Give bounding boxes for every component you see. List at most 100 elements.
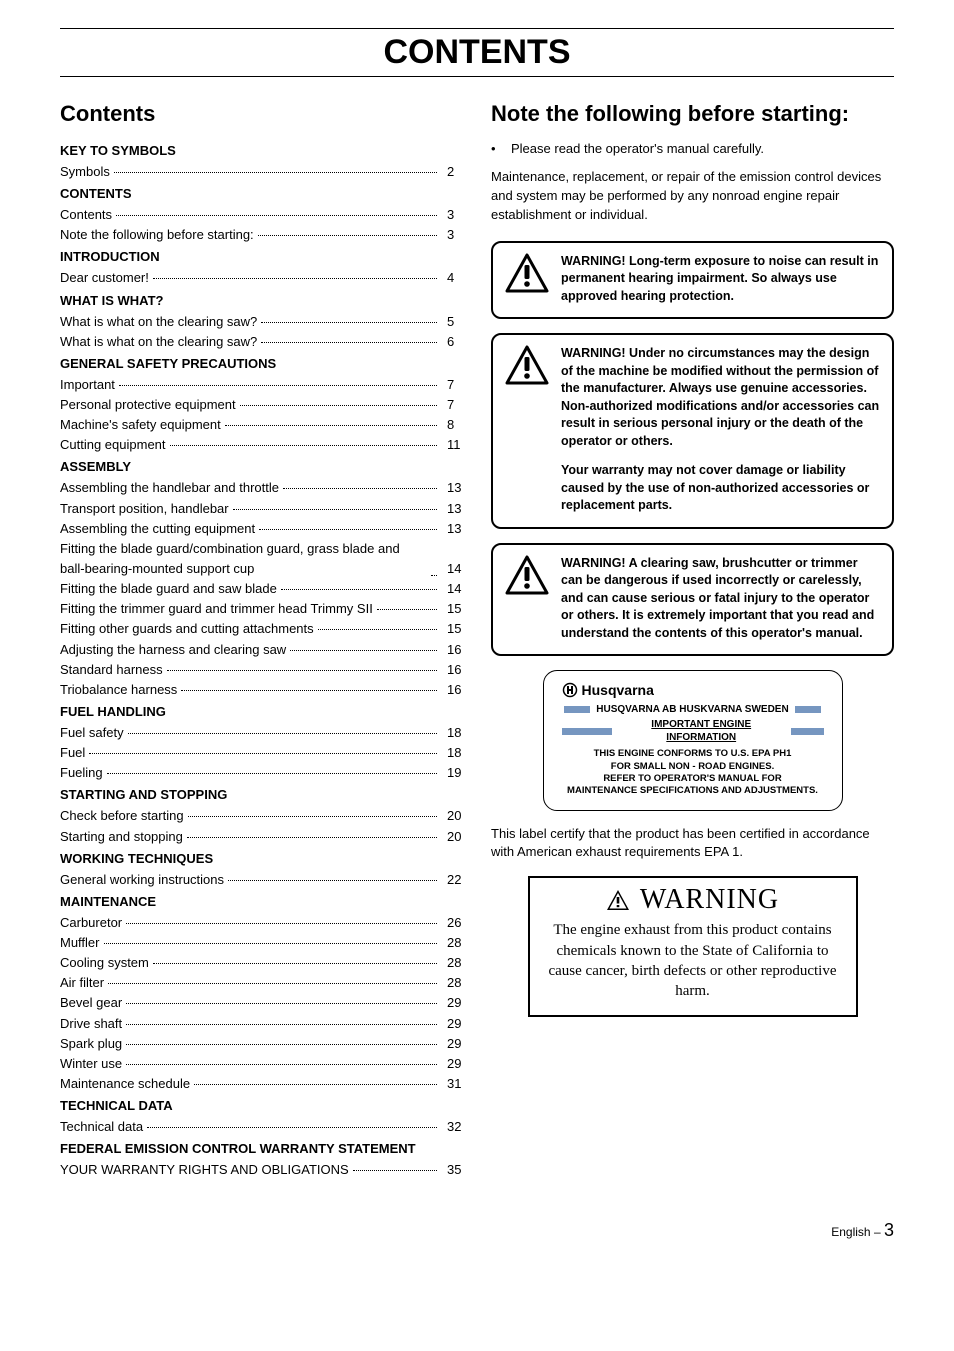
toc-row: Air filter28: [60, 973, 463, 993]
toc-label: Standard harness: [60, 660, 163, 680]
label-body-line: MAINTENANCE SPECIFICATIONS AND ADJUSTMEN…: [562, 785, 824, 797]
toc-section-header: GENERAL SAFETY PRECAUTIONS: [60, 356, 463, 371]
toc-page-number: 28: [441, 933, 463, 953]
toc-page-number: 20: [441, 806, 463, 826]
warning-text-wrap: WARNING! Under no circumstances may the …: [561, 345, 880, 515]
warning-text-wrap: WARNING! Long-term exposure to noise can…: [561, 253, 880, 306]
toc-leader: [240, 405, 437, 406]
toc-section-header: KEY TO SYMBOLS: [60, 143, 463, 158]
toc-row: Cooling system 28: [60, 953, 463, 973]
toc-label: YOUR WARRANTY RIGHTS AND OBLIGATIONS: [60, 1160, 349, 1180]
toc-page-number: 28: [441, 953, 463, 973]
toc-page-number: 7: [441, 395, 463, 415]
warning-text-secondary: Your warranty may not cover damage or li…: [561, 462, 880, 515]
warning-triangle-icon: [505, 253, 549, 293]
toc-page-number: 16: [441, 680, 463, 700]
toc-label: Contents: [60, 205, 112, 225]
warning-text: WARNING! A clearing saw, brushcutter or …: [561, 555, 880, 643]
toc-row: Machine's safety equipment8: [60, 415, 463, 435]
toc-row: Fuel safety18: [60, 723, 463, 743]
toc-section-header: MAINTENANCE: [60, 894, 463, 909]
toc-section-header: FEDERAL EMISSION CONTROL WARRANTY STATEM…: [60, 1141, 463, 1156]
footer-sep: –: [874, 1225, 881, 1239]
toc-label: Important: [60, 375, 115, 395]
california-warning-title-row: WARNING: [546, 884, 840, 916]
toc-page-number: 16: [441, 660, 463, 680]
warnings-container: WARNING! Long-term exposure to noise can…: [491, 241, 894, 657]
toc-row: Fuel18: [60, 743, 463, 763]
toc-page-number: 13: [441, 499, 463, 519]
toc-leader: [187, 837, 437, 838]
bullet-row: • Please read the operator's manual care…: [491, 141, 894, 156]
warning-icon-wrap: [505, 555, 549, 643]
toc-row: Adjusting the harness and clearing saw16: [60, 640, 463, 660]
toc-leader: [128, 733, 437, 734]
toc-page-number: 4: [441, 268, 463, 288]
toc-row: Bevel gear29: [60, 993, 463, 1013]
label-body-line: REFER TO OPERATOR'S MANUAL FOR: [562, 773, 824, 785]
toc-page-number: 6: [441, 332, 463, 352]
toc-label: Winter use: [60, 1054, 122, 1074]
toc-row: Contents 3: [60, 205, 463, 225]
husqvarna-logo-icon: [562, 682, 578, 698]
toc-label: Drive shaft: [60, 1014, 122, 1034]
toc-row: Important7: [60, 375, 463, 395]
toc-section-header: FUEL HANDLING: [60, 704, 463, 719]
toc-page-number: 15: [441, 599, 463, 619]
toc-section-header: STARTING AND STOPPING: [60, 787, 463, 802]
columns: Contents KEY TO SYMBOLSSymbols2CONTENTSC…: [60, 101, 894, 1180]
label-line2-row: IMPORTANT ENGINE INFORMATION: [562, 718, 824, 744]
label-line2: IMPORTANT ENGINE INFORMATION: [618, 718, 785, 744]
label-brand-row: Husqvarna: [562, 681, 824, 699]
toc-leader: [126, 1064, 437, 1065]
toc-section-header: INTRODUCTION: [60, 249, 463, 264]
toc-section-header: ASSEMBLY: [60, 459, 463, 474]
toc-row: Technical data32: [60, 1117, 463, 1137]
toc-page-number: 8: [441, 415, 463, 435]
toc-label: Fuel safety: [60, 723, 124, 743]
toc-page-number: 31: [441, 1074, 463, 1094]
toc-row: Drive shaft29: [60, 1014, 463, 1034]
toc-leader: [167, 670, 437, 671]
toc-page-number: 35: [441, 1160, 463, 1180]
toc-leader: [126, 1024, 437, 1025]
toc-row: Fitting the trimmer guard and trimmer he…: [60, 599, 463, 619]
toc-leader: [104, 943, 438, 944]
toc-label: Assembling the handlebar and throttle: [60, 478, 279, 498]
toc-label: What is what on the clearing saw?: [60, 312, 257, 332]
toc-page-number: 14: [441, 579, 463, 599]
toc-label: Cooling system: [60, 953, 149, 973]
toc-leader: [377, 609, 437, 610]
toc-label: Fitting the trimmer guard and trimmer he…: [60, 599, 373, 619]
toc-section-header: WHAT IS WHAT?: [60, 293, 463, 308]
toc-label: Assembling the cutting equipment: [60, 519, 255, 539]
toc-leader: [281, 589, 437, 590]
toc-leader: [290, 650, 437, 651]
toc-row: Personal protective equipment7: [60, 395, 463, 415]
warning-box: WARNING! Under no circumstances may the …: [491, 333, 894, 529]
rule-top: [60, 28, 894, 29]
toc-row: Symbols2: [60, 162, 463, 182]
label-line1: HUSQVARNA AB HUSKVARNA SWEDEN: [596, 703, 788, 716]
toc-row: What is what on the clearing saw? 5: [60, 312, 463, 332]
toc-row: Fitting other guards and cutting attachm…: [60, 619, 463, 639]
bullet-icon: •: [491, 141, 501, 156]
california-warning-title: WARNING: [640, 884, 779, 916]
toc-page-number: 5: [441, 312, 463, 332]
toc-label: Transport position, handlebar: [60, 499, 229, 519]
toc-leader: [126, 1044, 437, 1045]
toc-row: Fueling19: [60, 763, 463, 783]
warning-icon-wrap: [505, 345, 549, 515]
toc-label: Check before starting: [60, 806, 184, 826]
footer-page-number: 3: [884, 1220, 894, 1240]
toc-page-number: 28: [441, 973, 463, 993]
toc-page-number: 13: [441, 478, 463, 498]
warning-triangle-icon: [505, 345, 549, 385]
warning-triangle-icon: [606, 889, 630, 911]
toc-page-number: 19: [441, 763, 463, 783]
toc-page-number: 3: [441, 205, 463, 225]
warning-icon-wrap: [505, 253, 549, 306]
toc-row: Cutting equipment11: [60, 435, 463, 455]
toc-page-number: 29: [441, 1054, 463, 1074]
toc-section-header: WORKING TECHNIQUES: [60, 851, 463, 866]
